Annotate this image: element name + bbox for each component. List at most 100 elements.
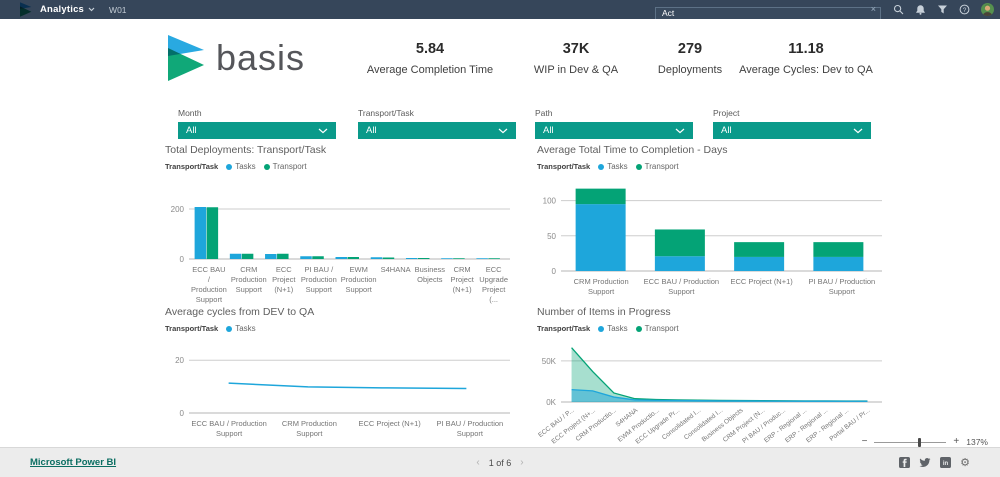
kpi-label: Average Cycles: Dev to QA [739, 64, 873, 76]
chart-title: Total Deployments: Transport/Task [165, 144, 327, 156]
prev-page-button[interactable]: ‹ [476, 457, 480, 468]
legend-dot [635, 325, 642, 332]
basis-logo: basis [168, 35, 305, 81]
chevron-down-icon [675, 128, 685, 133]
app-menu-analytics[interactable]: Analytics [40, 4, 95, 15]
share-embed-icon[interactable]: ⚙ [960, 456, 970, 469]
legend-dot [598, 325, 605, 332]
topbar-icons: ? [893, 3, 994, 16]
avatar[interactable] [981, 3, 994, 16]
filter-value: All [186, 125, 197, 136]
filter-month: Month All [178, 108, 336, 139]
legend-series-label: Transport/Task [165, 324, 219, 333]
svg-text:200: 200 [171, 205, 185, 214]
filter-label: Transport/Task [358, 108, 414, 118]
filter-project-dropdown[interactable]: All [713, 122, 871, 139]
legend-item[interactable]: Tasks [598, 324, 628, 333]
svg-text:0: 0 [552, 267, 557, 274]
category-label: ECC Project (N+1) [272, 265, 296, 295]
zoom-slider[interactable] [874, 437, 947, 447]
filter-funnel-icon[interactable] [937, 4, 948, 15]
svg-text:?: ? [963, 7, 967, 14]
kpi-label: Average Completion Time [366, 64, 494, 76]
category-label: ECC Project (N+1) [358, 419, 421, 428]
x-axis-labels: CRM Production Support ECC BAU / Producti… [537, 274, 882, 297]
legend-item[interactable]: Transport [263, 162, 307, 171]
svg-text:50K: 50K [542, 357, 557, 366]
items-in-progress-chart[interactable]: 0K 50K [537, 340, 882, 405]
avg-cycles-dev-qa-chart[interactable]: 0 20 [165, 340, 510, 416]
category-label: ECC BAU / Production Support [191, 265, 227, 305]
filter-path-dropdown[interactable]: All [535, 122, 693, 139]
zoom-slider-track [874, 441, 947, 443]
avg-cycles-dev-qa-chart-card: Average cycles from DEV to QA Transport/… [165, 306, 510, 439]
filter-transport-task: Transport/Task All [358, 108, 516, 139]
legend-item[interactable]: Tasks [226, 324, 256, 333]
basis-logo-icon-small [20, 2, 32, 17]
category-label: PI BAU / Production Support [436, 419, 504, 439]
kpi-average-completion-time: 5.84 Average Completion Time [367, 41, 493, 76]
search-box: × [655, 3, 881, 20]
search-icon[interactable] [893, 4, 904, 15]
kpi-value: 5.84 [415, 41, 445, 57]
svg-text:20: 20 [175, 356, 184, 365]
kpi-value: 11.18 [788, 41, 824, 57]
bottom-bar: Microsoft Power BI ‹ 1 of 6 › in ⚙ [0, 447, 1000, 477]
svg-text:in: in [943, 461, 949, 467]
svg-text:0K: 0K [546, 398, 556, 405]
svg-text:0: 0 [180, 255, 185, 262]
total-deployments-chart-card: Total Deployments: Transport/Task Transp… [165, 144, 510, 306]
notifications-bell-icon[interactable] [915, 4, 926, 15]
filter-label: Project [713, 108, 740, 118]
chart-title: Average cycles from DEV to QA [165, 306, 315, 318]
kpi-label: WIP in Dev & QA [533, 64, 619, 76]
kpi-value: 37K [562, 41, 590, 57]
zoom-controls: − + 137% [0, 437, 1000, 447]
svg-text:50: 50 [547, 232, 556, 241]
category-label: ECC Project (N+1) [730, 277, 793, 286]
filter-value: All [366, 125, 377, 136]
chart-title: Number of Items in Progress [537, 306, 671, 318]
filter-label: Path [535, 108, 553, 118]
twitter-icon[interactable] [919, 457, 931, 468]
chart-legend: Transport/Task Tasks Transport [165, 161, 510, 172]
help-icon[interactable]: ? [959, 4, 970, 15]
chart-title: Average Total Time to Completion - Days [537, 144, 728, 156]
legend-item[interactable]: Tasks [598, 162, 628, 171]
page-navigation: ‹ 1 of 6 › [476, 457, 523, 468]
filter-month-dropdown[interactable]: All [178, 122, 336, 139]
search-input[interactable] [655, 6, 881, 20]
linkedin-icon[interactable]: in [940, 457, 952, 468]
legend-item[interactable]: Transport [635, 324, 679, 333]
filter-transport-task-dropdown[interactable]: All [358, 122, 516, 139]
x-axis-labels: ECC BAU / Production Support CRM Producti… [165, 262, 510, 306]
filter-value: All [543, 125, 554, 136]
zoom-level: 137% [966, 437, 988, 447]
avg-time-to-completion-chart[interactable]: 0 50 100 [537, 178, 882, 274]
page-indicator: 1 of 6 [488, 457, 512, 468]
clear-search-icon[interactable]: × [870, 4, 876, 14]
filter-value: All [721, 125, 732, 136]
filter-label: Month [178, 108, 202, 118]
chart-legend: Transport/Task Tasks Transport [537, 161, 882, 172]
workspace-tab[interactable]: W01 [109, 4, 127, 15]
powerbi-link[interactable]: Microsoft Power BI [30, 457, 117, 468]
category-label: ECC BAU / Production Support [643, 277, 720, 297]
category-label: CRM Production Support [281, 419, 337, 439]
category-label: CRM Project (N+1) [450, 265, 474, 295]
chevron-down-icon [853, 128, 863, 133]
zoom-slider-handle[interactable] [917, 437, 921, 447]
filter-project: Project All [713, 108, 871, 139]
zoom-in-button[interactable]: + [953, 436, 960, 447]
kpi-value: 279 [677, 41, 703, 57]
category-label: S4HANA [380, 265, 411, 274]
legend-item[interactable]: Tasks [226, 162, 256, 171]
facebook-icon[interactable] [899, 457, 911, 468]
zoom-out-button[interactable]: − [861, 436, 868, 447]
chart-legend: Transport/Task Tasks Transport [537, 323, 882, 334]
legend-item[interactable]: Transport [635, 162, 679, 171]
next-page-button[interactable]: › [520, 457, 524, 468]
category-label: CRM Production Support [573, 277, 629, 297]
total-deployments-chart[interactable]: 0 200 [165, 178, 510, 262]
top-navbar: Analytics W01 × ? [0, 0, 1000, 20]
